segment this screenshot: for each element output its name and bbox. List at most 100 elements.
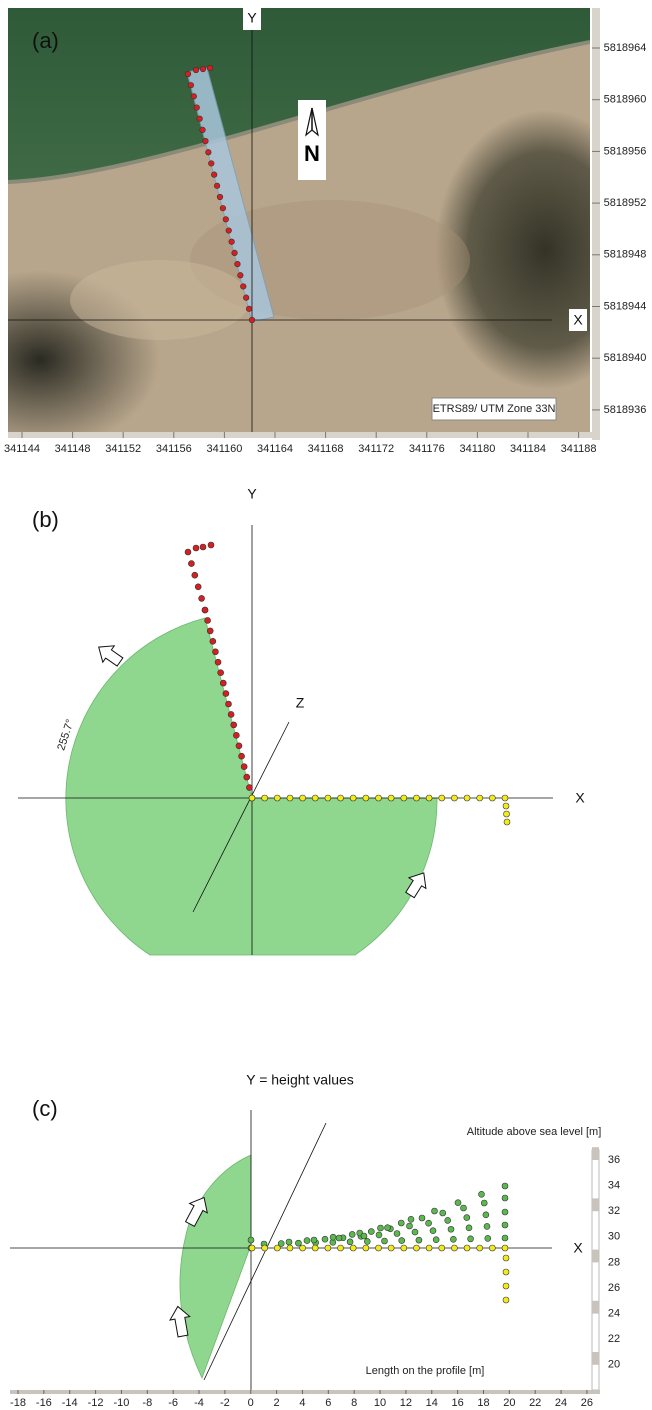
- x-tick-label: 341176: [409, 443, 445, 455]
- point: [481, 1200, 487, 1206]
- point: [188, 561, 194, 567]
- point: [364, 1238, 370, 1244]
- point: [502, 1222, 508, 1228]
- point: [483, 1212, 489, 1218]
- point: [455, 1200, 461, 1206]
- y-tick-label: 5818936: [604, 404, 647, 416]
- y-tick-label: 32: [608, 1205, 620, 1217]
- point: [212, 649, 218, 655]
- point: [376, 1245, 382, 1251]
- point: [426, 1220, 432, 1226]
- point: [503, 1255, 509, 1261]
- point: [207, 628, 213, 634]
- crs-label: ETRS89/ UTM Zone 33N: [433, 403, 556, 415]
- point: [368, 1229, 374, 1235]
- point: [194, 105, 200, 111]
- x-tick-label: 4: [299, 1397, 305, 1409]
- north-label: N: [304, 141, 320, 166]
- point: [347, 1239, 353, 1245]
- x-tick-label: 341172: [358, 443, 394, 455]
- x-tick-label: -4: [194, 1397, 204, 1409]
- y-tick-label: 24: [608, 1308, 620, 1320]
- point: [336, 1235, 342, 1241]
- x-tick-label: -8: [142, 1397, 152, 1409]
- point: [350, 1245, 356, 1251]
- point: [223, 217, 229, 223]
- point: [503, 803, 509, 809]
- point: [243, 295, 249, 301]
- point: [503, 1297, 509, 1303]
- point: [249, 317, 255, 323]
- y-tick-label: 26: [608, 1282, 620, 1294]
- point: [199, 595, 205, 601]
- point: [325, 1245, 331, 1251]
- y-tick-label: 30: [608, 1231, 620, 1243]
- point: [450, 1236, 456, 1242]
- y-tick-label: 20: [608, 1359, 620, 1371]
- point: [246, 785, 252, 791]
- point: [232, 250, 238, 256]
- point: [468, 1236, 474, 1242]
- point: [439, 1245, 445, 1251]
- point: [300, 795, 306, 801]
- point: [274, 795, 280, 801]
- x-tick-label: 16: [451, 1397, 463, 1409]
- point: [249, 795, 255, 801]
- point: [430, 1228, 436, 1234]
- point: [200, 544, 206, 550]
- point: [464, 1245, 470, 1251]
- point: [412, 1229, 418, 1235]
- point: [388, 1245, 394, 1251]
- x-tick-label: 20: [503, 1397, 515, 1409]
- point: [193, 545, 199, 551]
- y-tick-label: 22: [608, 1333, 620, 1345]
- point: [464, 795, 470, 801]
- axis-label: Y: [247, 10, 257, 26]
- point: [477, 1245, 483, 1251]
- y-tick-label: 34: [608, 1180, 620, 1192]
- point: [398, 1220, 404, 1226]
- point: [416, 1237, 422, 1243]
- point: [484, 1223, 490, 1229]
- point: [451, 795, 457, 801]
- point: [330, 1234, 336, 1240]
- point: [193, 67, 199, 73]
- point: [399, 1238, 405, 1244]
- axis-label: X: [575, 790, 585, 806]
- point: [202, 607, 208, 613]
- point: [385, 1225, 391, 1231]
- x-tick-label: 2: [274, 1397, 280, 1409]
- axis-label: Y: [247, 486, 257, 502]
- point: [197, 116, 203, 122]
- point: [361, 1233, 367, 1239]
- y-tick-label: 5818964: [604, 42, 647, 54]
- y-tick-label: 5818956: [604, 145, 647, 157]
- point: [413, 1245, 419, 1251]
- x-tick-label: 26: [581, 1397, 593, 1409]
- point: [426, 795, 432, 801]
- point: [287, 795, 293, 801]
- panel-label: (c): [32, 1096, 58, 1121]
- axis-band: [592, 1352, 599, 1365]
- point: [246, 306, 252, 312]
- x-tick-label: -14: [62, 1397, 78, 1409]
- point: [220, 680, 226, 686]
- point: [433, 1237, 439, 1243]
- panel-label: (b): [32, 507, 59, 532]
- x-tick-label: -6: [168, 1397, 178, 1409]
- axis-label: Y = height values: [246, 1072, 354, 1088]
- point: [185, 71, 191, 77]
- panel-label: (a): [32, 28, 59, 53]
- x-tick-label: 14: [426, 1397, 438, 1409]
- point: [466, 1225, 472, 1231]
- point: [235, 261, 241, 267]
- x-tick-label: 10: [374, 1397, 386, 1409]
- x-tick-label: 0: [248, 1397, 254, 1409]
- point: [502, 1235, 508, 1241]
- point: [445, 1217, 451, 1223]
- point: [464, 1215, 470, 1221]
- point: [223, 691, 229, 697]
- axis-label: X: [573, 312, 583, 328]
- y-tick-label: 28: [608, 1256, 620, 1268]
- x-tick-label: -16: [36, 1397, 52, 1409]
